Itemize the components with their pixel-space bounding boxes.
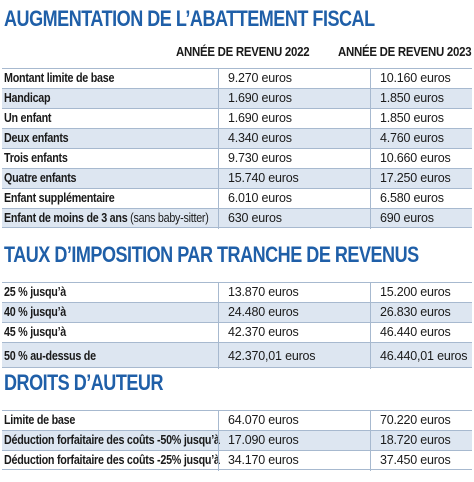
value-2022: 13.870 euros: [228, 285, 299, 299]
value-2022: 64.070 euros: [228, 413, 299, 427]
table-row: Déduction forfaitaire des coûts -25% jus…: [2, 450, 472, 470]
value-2022: 34.170 euros: [228, 453, 299, 467]
value-2022: 42.370 euros: [228, 325, 299, 339]
value-2023: 46.440 euros: [380, 325, 451, 339]
row-label: Un enfant: [4, 111, 52, 125]
value-2022: 42.370,01 euros: [228, 349, 316, 363]
table-row: Enfant de moins de 3 ans (sans baby-sitt…: [2, 208, 472, 228]
column-divider: [370, 410, 371, 471]
row-label: 25 % jusqu’à: [4, 285, 67, 299]
value-2022: 1.690 euros: [228, 111, 292, 125]
row-label: 40 % jusqu’à: [4, 305, 67, 319]
table-row: Enfant supplémentaire 6.010 euros 6.580 …: [2, 188, 472, 208]
column-header-2022: ANNÉE DE REVENU 2022: [176, 44, 310, 59]
table-row: Montant limite de base 9.270 euros 10.16…: [2, 68, 472, 88]
value-2023: 26.830 euros: [380, 305, 451, 319]
value-2023: 70.220 euros: [380, 413, 451, 427]
value-2023: 690 euros: [380, 211, 434, 225]
table-row: Déduction forfaitaire des coûts -50% jus…: [2, 430, 472, 450]
row-label: Montant limite de base: [4, 71, 115, 85]
table-row: Un enfant 1.690 euros 1.850 euros: [2, 108, 472, 128]
row-label: Trois enfants: [4, 151, 68, 165]
row-label: Quatre enfants: [4, 171, 77, 185]
value-2023: 4.760 euros: [380, 131, 444, 145]
table-taux: 25 % jusqu’à 13.870 euros 15.200 euros 4…: [2, 282, 472, 368]
value-2023: 18.720 euros: [380, 433, 451, 447]
row-label: Enfant de moins de 3 ans (sans baby-sitt…: [4, 211, 209, 225]
value-2022: 9.270 euros: [228, 71, 292, 85]
value-2023: 1.850 euros: [380, 111, 444, 125]
row-label: Deux enfants: [4, 131, 69, 145]
value-2023: 10.660 euros: [380, 151, 451, 165]
row-label: 45 % jusqu’à: [4, 325, 67, 339]
section-title-taux: TAUX D’IMPOSITION PAR TRANCHE DE REVENUS: [4, 242, 419, 267]
value-2023: 1.850 euros: [380, 91, 444, 105]
column-header-2023: ANNÉE DE REVENU 2023: [338, 44, 472, 59]
row-label: 50 % au-dessus de: [4, 349, 96, 363]
row-label: Déduction forfaitaire des coûts -50% jus…: [4, 433, 220, 447]
value-2023: 46.440,01 euros: [380, 349, 468, 363]
table-row: 40 % jusqu’à 24.480 euros 26.830 euros: [2, 302, 472, 322]
column-divider: [218, 410, 219, 471]
column-divider: [218, 68, 219, 229]
table-droits: Limite de base 64.070 euros 70.220 euros…: [2, 410, 472, 470]
value-2023: 17.250 euros: [380, 171, 451, 185]
table-row: 25 % jusqu’à 13.870 euros 15.200 euros: [2, 282, 472, 302]
column-divider: [218, 282, 219, 369]
row-label: Enfant supplémentaire: [4, 191, 115, 205]
table-row: Handicap 1.690 euros 1.850 euros: [2, 88, 472, 108]
value-2022: 17.090 euros: [228, 433, 299, 447]
table-row: Quatre enfants 15.740 euros 17.250 euros: [2, 168, 472, 188]
value-2023: 6.580 euros: [380, 191, 444, 205]
value-2022: 1.690 euros: [228, 91, 292, 105]
table-row: Trois enfants 9.730 euros 10.660 euros: [2, 148, 472, 168]
value-2022: 6.010 euros: [228, 191, 292, 205]
value-2023: 15.200 euros: [380, 285, 451, 299]
table-row: 45 % jusqu’à 42.370 euros 46.440 euros: [2, 322, 472, 342]
column-divider: [370, 282, 371, 369]
table-row: Limite de base 64.070 euros 70.220 euros: [2, 410, 472, 430]
value-2022: 4.340 euros: [228, 131, 292, 145]
value-2022: 9.730 euros: [228, 151, 292, 165]
value-2023: 37.450 euros: [380, 453, 451, 467]
table-row: Deux enfants 4.340 euros 4.760 euros: [2, 128, 472, 148]
table-row: 50 % au-dessus de 42.370,01 euros 46.440…: [2, 342, 472, 368]
value-2022: 24.480 euros: [228, 305, 299, 319]
section-title-droits: DROITS D’AUTEUR: [4, 370, 163, 395]
value-2023: 10.160 euros: [380, 71, 451, 85]
row-label: Handicap: [4, 91, 51, 105]
value-2022: 630 euros: [228, 211, 282, 225]
section-title-abattement: AUGMENTATION DE L’ABATTEMENT FISCAL: [4, 6, 375, 31]
row-label: Déduction forfaitaire des coûts -25% jus…: [4, 453, 220, 467]
table-abattement: Montant limite de base 9.270 euros 10.16…: [2, 68, 472, 228]
column-divider: [370, 68, 371, 229]
value-2022: 15.740 euros: [228, 171, 299, 185]
row-label: Limite de base: [4, 413, 76, 427]
